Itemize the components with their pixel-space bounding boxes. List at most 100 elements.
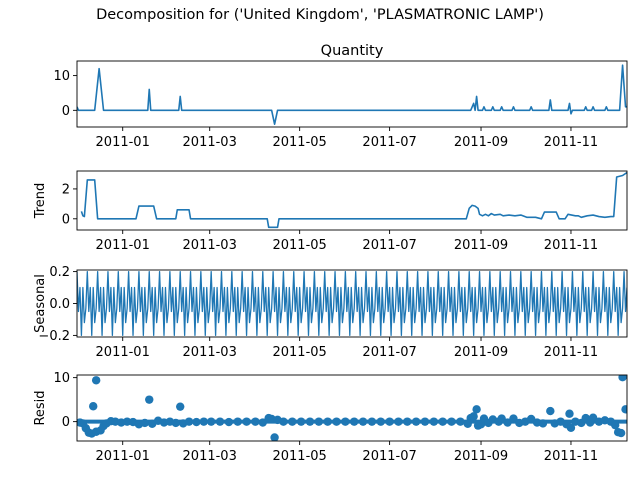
panel-resid-frame (76, 374, 628, 442)
y-tick-label-observed: 0 (62, 104, 70, 119)
resid-point (376, 417, 385, 426)
resid-point (469, 412, 478, 421)
x-tick-label-observed: 2011-05 (272, 135, 326, 150)
y-tick-label-trend: 2 (62, 182, 70, 197)
x-tick-label-observed: 2011-03 (183, 135, 237, 150)
resid-point (438, 417, 447, 426)
resid-point (89, 402, 98, 411)
x-tick-label-trend: 2011-07 (362, 238, 416, 253)
resid-point (140, 418, 150, 428)
y-tick-label-observed: 10 (53, 69, 70, 84)
resid-point (251, 417, 260, 426)
x-tick-label-seasonal: 2011-11 (544, 345, 598, 360)
panel-title-observed: Quantity (321, 43, 384, 59)
x-tick-label-resid: 2011-05 (272, 449, 326, 464)
resid-point (296, 417, 306, 426)
resid-point (242, 417, 251, 426)
resid-point (472, 405, 481, 414)
resid-point (199, 417, 209, 426)
resid-point (171, 418, 180, 428)
x-tick-label-resid: 2011-01 (96, 449, 150, 464)
panel-trend-frame (76, 170, 628, 231)
resid-point (270, 433, 279, 441)
x-tick-label-resid: 2011-11 (544, 449, 598, 464)
resid-point (258, 418, 267, 427)
x-tick-label-trend: 2011-01 (96, 238, 150, 253)
y-axis-label-trend: Trend (33, 183, 48, 220)
resid-point (233, 417, 242, 426)
resid-point (503, 418, 512, 427)
resid-point (456, 417, 465, 426)
x-tick-label-seasonal: 2011-03 (183, 345, 237, 360)
x-tick-label-resid: 2011-09 (454, 449, 508, 464)
y-tick-label-seasonal: −0.2 (38, 329, 70, 344)
panel-seasonal-plot-area (77, 270, 627, 337)
x-tick-label-seasonal: 2011-07 (362, 345, 416, 360)
resid-point (215, 417, 225, 426)
figure-title: Decomposition for ('United Kingdom', 'PL… (96, 7, 544, 23)
x-tick-label-observed: 2011-09 (454, 135, 508, 150)
resid-point (447, 417, 456, 426)
series-line-trend (80, 171, 627, 229)
x-tick-label-resid: 2011-03 (183, 449, 237, 464)
resid-point (611, 420, 620, 430)
panel-resid-plot-area (77, 375, 627, 441)
x-tick-label-seasonal: 2011-09 (454, 345, 508, 360)
resid-point (176, 402, 185, 411)
x-tick-label-trend: 2011-09 (454, 238, 508, 253)
resid-point (145, 395, 154, 404)
resid-point (618, 375, 627, 382)
resid-point (538, 419, 548, 428)
resid-point (91, 376, 101, 385)
x-tick-label-observed: 2011-07 (362, 135, 416, 150)
panel-trend: 0 2 2011-01 2011-03 2011-05 2011-07 2011-09 201… (33, 170, 628, 253)
x-tick-label-resid: 2011-07 (362, 449, 416, 464)
resid-point (288, 417, 297, 426)
resid-point (350, 417, 359, 426)
resid-point (588, 413, 598, 422)
panel-observed-plot-area (77, 64, 627, 126)
resid-point (367, 417, 377, 426)
resid-point (565, 409, 574, 418)
x-tick-label-seasonal: 2011-05 (272, 345, 326, 360)
resid-point (411, 417, 421, 426)
panel-trend-plot-area (80, 171, 627, 229)
resid-point (341, 417, 350, 426)
y-axis-label-seasonal: Seasonal (33, 274, 48, 333)
y-tick-label-resid: 0 (62, 415, 70, 430)
resid-point (184, 417, 194, 426)
resid-point (394, 417, 403, 426)
x-tick-label-trend: 2011-11 (544, 238, 598, 253)
panel-observed-frame (76, 60, 628, 128)
panel-seasonal: −0.2 0.0 0.2 2011-01 2011-03 2011-05 2011-07 20… (33, 265, 628, 360)
y-tick-label-seasonal: 0.2 (49, 265, 70, 280)
resid-point (497, 414, 506, 423)
x-tick-label-seasonal: 2011-01 (96, 345, 150, 360)
series-line-seasonal (77, 270, 627, 337)
resid-point (403, 417, 412, 426)
y-tick-label-trend: 0 (62, 212, 70, 227)
resid-point (314, 417, 324, 426)
y-tick-label-resid: 10 (53, 371, 70, 386)
y-tick-label-seasonal: 0.0 (49, 297, 70, 312)
panel-resid: 0 10 2011-01 2011-03 2011-05 2011-07 2011-09 20… (33, 371, 628, 464)
panel-observed: 0 10 2011-01 2011-03 2011-05 2011-07 2011-09 20… (53, 43, 628, 150)
x-tick-label-trend: 2011-03 (183, 238, 237, 253)
x-tick-label-observed: 2011-01 (96, 135, 150, 150)
resid-point (566, 423, 576, 432)
resid-point (546, 406, 555, 416)
resid-point (621, 405, 627, 414)
series-line-observed (77, 64, 627, 126)
resid-point (509, 414, 518, 423)
resid-point (206, 417, 216, 426)
resid-point (279, 417, 288, 426)
resid-point (616, 428, 626, 438)
resid-point (224, 417, 234, 427)
resid-point (420, 417, 430, 426)
resid-point (358, 417, 368, 426)
resid-point (305, 417, 315, 426)
resid-point (323, 417, 332, 426)
resid-point (429, 417, 439, 426)
x-tick-label-observed: 2011-11 (544, 135, 598, 150)
